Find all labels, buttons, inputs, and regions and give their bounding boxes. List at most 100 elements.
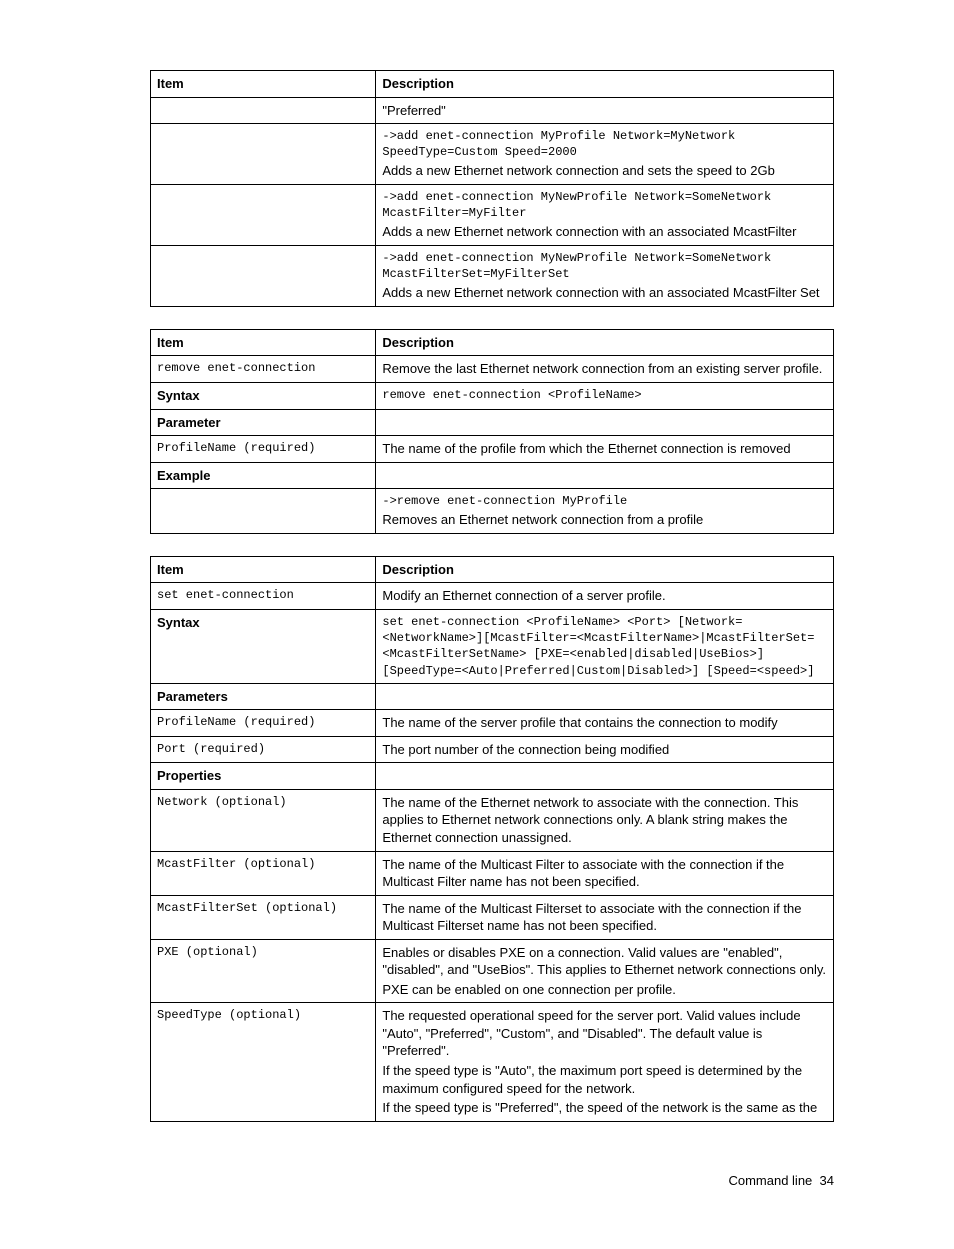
description-cell: The name of the Ethernet network to asso… — [376, 789, 834, 851]
cell-line: remove enet-connection <ProfileName> — [382, 387, 827, 403]
table-row: Example — [151, 462, 834, 489]
item-cell — [151, 124, 376, 185]
cell-line: ->add enet-connection MyNewProfile Netwo… — [382, 189, 827, 221]
cell-line: Port (required) — [157, 741, 369, 757]
cell-line: ProfileName (required) — [157, 714, 369, 730]
cell-line: The name of the profile from which the E… — [382, 440, 827, 458]
cell-line: Syntax — [157, 614, 369, 632]
page-footer: Command line 34 — [150, 1172, 834, 1190]
description-cell: The port number of the connection being … — [376, 736, 834, 763]
cell-line: McastFilter (optional) — [157, 856, 369, 872]
description-cell: set enet-connection <ProfileName> <Port>… — [376, 609, 834, 683]
table-row: Syntax set enet-connection <ProfileName> … — [151, 609, 834, 683]
item-cell — [151, 245, 376, 306]
cell-line: Removes an Ethernet network connection f… — [382, 511, 827, 529]
description-cell: Enables or disables PXE on a connection.… — [376, 939, 834, 1003]
description-cell: The name of the Multicast Filter to asso… — [376, 851, 834, 895]
table-row: ->remove enet-connection MyProfile Remove… — [151, 489, 834, 534]
item-cell — [151, 489, 376, 534]
cell-line: Adds a new Ethernet network connection w… — [382, 223, 827, 241]
command-table: ItemDescription set enet-connection Modify… — [150, 556, 834, 1122]
item-cell: SpeedType (optional) — [151, 1003, 376, 1121]
item-cell: remove enet-connection — [151, 356, 376, 383]
description-cell: The name of the server profile that cont… — [376, 710, 834, 737]
item-cell: Properties — [151, 763, 376, 790]
column-header-item: Item — [151, 71, 376, 98]
cell-line: Syntax — [157, 387, 369, 405]
cell-line: The name of the Multicast Filterset to a… — [382, 900, 827, 935]
description-cell: ->add enet-connection MyNewProfile Netwo… — [376, 185, 834, 246]
table-row: Syntax remove enet-connection <ProfileNam… — [151, 382, 834, 409]
table-row: SpeedType (optional) The requested operat… — [151, 1003, 834, 1121]
cell-line: set enet-connection <ProfileName> <Port>… — [382, 614, 827, 679]
item-cell: set enet-connection — [151, 583, 376, 610]
table-row: PXE (optional) Enables or disables PXE on… — [151, 939, 834, 1003]
cell-line: set enet-connection — [157, 587, 369, 603]
cell-line: Network (optional) — [157, 794, 369, 810]
cell-line: SpeedType (optional) — [157, 1007, 369, 1023]
column-header-item: Item — [151, 329, 376, 356]
description-cell: ->add enet-connection MyProfile Network=… — [376, 124, 834, 185]
description-cell — [376, 683, 834, 710]
cell-line: Modify an Ethernet connection of a serve… — [382, 587, 827, 605]
cell-line: The name of the Ethernet network to asso… — [382, 794, 827, 847]
cell-line: ->remove enet-connection MyProfile — [382, 493, 827, 509]
item-cell: Network (optional) — [151, 789, 376, 851]
column-header-description: Description — [376, 329, 834, 356]
table-row: ProfileName (required) The name of the pr… — [151, 436, 834, 463]
cell-line: The name of the server profile that cont… — [382, 714, 827, 732]
cell-line: ->add enet-connection MyProfile Network=… — [382, 128, 827, 160]
table-row: Parameters — [151, 683, 834, 710]
cell-line: If the speed type is "Auto", the maximum… — [382, 1062, 827, 1097]
description-cell: The name of the Multicast Filterset to a… — [376, 895, 834, 939]
table-row: set enet-connection Modify an Ethernet co… — [151, 583, 834, 610]
column-header-description: Description — [376, 556, 834, 583]
table-row: McastFilterSet (optional) The name of the… — [151, 895, 834, 939]
cell-line: remove enet-connection — [157, 360, 369, 376]
table-row: Port (required) The port number of the co… — [151, 736, 834, 763]
footer-page-number: 34 — [820, 1173, 834, 1188]
cell-line: Example — [157, 467, 369, 485]
table-row: "Preferred" — [151, 97, 834, 124]
cell-line: Remove the last Ethernet network connect… — [382, 360, 827, 378]
cell-line: McastFilterSet (optional) — [157, 900, 369, 916]
item-cell: Port (required) — [151, 736, 376, 763]
cell-line: Parameters — [157, 688, 369, 706]
item-cell — [151, 97, 376, 124]
cell-line: Adds a new Ethernet network connection w… — [382, 284, 827, 302]
table-row: Network (optional) The name of the Ethern… — [151, 789, 834, 851]
item-cell: ProfileName (required) — [151, 710, 376, 737]
table-row: ->add enet-connection MyNewProfile Netwo… — [151, 185, 834, 246]
item-cell: McastFilter (optional) — [151, 851, 376, 895]
table-row: ProfileName (required) The name of the se… — [151, 710, 834, 737]
footer-section-label: Command line — [728, 1173, 812, 1188]
cell-line: PXE (optional) — [157, 944, 369, 960]
column-header-item: Item — [151, 556, 376, 583]
cell-line: Enables or disables PXE on a connection.… — [382, 944, 827, 979]
item-cell: McastFilterSet (optional) — [151, 895, 376, 939]
table-row: McastFilter (optional) The name of the Mu… — [151, 851, 834, 895]
column-header-description: Description — [376, 71, 834, 98]
cell-line: The requested operational speed for the … — [382, 1007, 827, 1060]
description-cell: ->add enet-connection MyNewProfile Netwo… — [376, 245, 834, 306]
item-cell: PXE (optional) — [151, 939, 376, 1003]
description-cell: Remove the last Ethernet network connect… — [376, 356, 834, 383]
table-row: ->add enet-connection MyProfile Network=… — [151, 124, 834, 185]
command-table: ItemDescription"Preferred" ->add enet-con… — [150, 70, 834, 307]
table-row: Properties — [151, 763, 834, 790]
description-cell — [376, 462, 834, 489]
description-cell: remove enet-connection <ProfileName> — [376, 382, 834, 409]
item-cell: Parameter — [151, 409, 376, 436]
description-cell: "Preferred" — [376, 97, 834, 124]
cell-line: The port number of the connection being … — [382, 741, 827, 759]
description-cell: The requested operational speed for the … — [376, 1003, 834, 1121]
description-cell: Modify an Ethernet connection of a serve… — [376, 583, 834, 610]
cell-line: Parameter — [157, 414, 369, 432]
cell-line: The name of the Multicast Filter to asso… — [382, 856, 827, 891]
item-cell: Syntax — [151, 382, 376, 409]
description-cell: The name of the profile from which the E… — [376, 436, 834, 463]
item-cell: Syntax — [151, 609, 376, 683]
item-cell — [151, 185, 376, 246]
item-cell: ProfileName (required) — [151, 436, 376, 463]
description-cell — [376, 763, 834, 790]
